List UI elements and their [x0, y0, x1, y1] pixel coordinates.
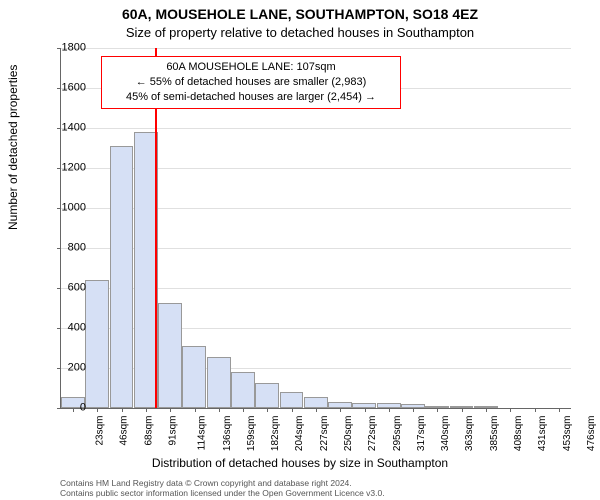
xtick-mark: [316, 408, 317, 412]
chart-container: 60A, MOUSEHOLE LANE, SOUTHAMPTON, SO18 4…: [0, 0, 600, 500]
xtick-mark: [219, 408, 220, 412]
histogram-bar: [207, 357, 231, 408]
xtick-label: 476sqm: [586, 416, 597, 452]
ytick-label: 1200: [46, 163, 86, 174]
xtick-mark: [146, 408, 147, 412]
xtick-label: 272sqm: [367, 416, 378, 452]
ytick-label: 0: [46, 403, 86, 414]
chart-subtitle: Size of property relative to detached ho…: [0, 23, 600, 40]
xtick-mark: [462, 408, 463, 412]
ytick-label: 1600: [46, 83, 86, 94]
ytick-label: 600: [46, 283, 86, 294]
histogram-bar: [85, 280, 109, 408]
xtick-mark: [437, 408, 438, 412]
ytick-label: 1400: [46, 123, 86, 134]
xtick-label: 91sqm: [168, 416, 179, 446]
xtick-label: 408sqm: [513, 416, 524, 452]
gridline: [61, 128, 571, 129]
ytick-label: 1800: [46, 43, 86, 54]
xtick-label: 363sqm: [465, 416, 476, 452]
xtick-label: 204sqm: [295, 416, 306, 452]
x-axis-label: Distribution of detached houses by size …: [0, 456, 600, 470]
xtick-mark: [365, 408, 366, 412]
xtick-label: 182sqm: [270, 416, 281, 452]
histogram-bar: [158, 303, 182, 408]
annotation-box: 60A MOUSEHOLE LANE: 107sqm ← 55% of deta…: [101, 56, 401, 109]
footer-line2: Contains public sector information licen…: [60, 488, 385, 498]
xtick-label: 317sqm: [416, 416, 427, 452]
histogram-bar: [110, 146, 134, 408]
xtick-mark: [170, 408, 171, 412]
xtick-mark: [535, 408, 536, 412]
histogram-bar: [255, 383, 279, 408]
ytick-label: 1000: [46, 203, 86, 214]
xtick-mark: [195, 408, 196, 412]
xtick-mark: [340, 408, 341, 412]
xtick-label: 453sqm: [562, 416, 573, 452]
ytick-label: 200: [46, 363, 86, 374]
y-axis-label: Number of detached properties: [6, 65, 20, 230]
ytick-label: 800: [46, 243, 86, 254]
xtick-mark: [122, 408, 123, 412]
xtick-mark: [292, 408, 293, 412]
histogram-bar: [280, 392, 304, 408]
annotation-line1: 60A MOUSEHOLE LANE: 107sqm: [108, 60, 394, 75]
xtick-label: 431sqm: [537, 416, 548, 452]
xtick-mark: [243, 408, 244, 412]
footer-attribution: Contains HM Land Registry data © Crown c…: [60, 478, 385, 498]
xtick-label: 114sqm: [197, 416, 208, 451]
xtick-mark: [413, 408, 414, 412]
annotation-line2: ← 55% of detached houses are smaller (2,…: [108, 75, 394, 90]
xtick-mark: [389, 408, 390, 412]
chart-title: 60A, MOUSEHOLE LANE, SOUTHAMPTON, SO18 4…: [0, 0, 600, 23]
footer-line1: Contains HM Land Registry data © Crown c…: [60, 478, 385, 488]
xtick-label: 159sqm: [246, 416, 257, 452]
xtick-label: 68sqm: [143, 416, 154, 446]
histogram-bar: [134, 132, 158, 408]
plot-area: 23sqm46sqm68sqm91sqm114sqm136sqm159sqm18…: [60, 48, 571, 409]
xtick-label: 136sqm: [222, 416, 233, 452]
gridline: [61, 48, 571, 49]
xtick-label: 227sqm: [319, 416, 330, 452]
xtick-label: 23sqm: [95, 416, 106, 446]
histogram-bar: [304, 397, 328, 408]
xtick-mark: [486, 408, 487, 412]
xtick-mark: [510, 408, 511, 412]
annotation-line3: 45% of semi-detached houses are larger (…: [108, 90, 394, 105]
xtick-mark: [267, 408, 268, 412]
xtick-label: 46sqm: [119, 416, 130, 446]
histogram-bar: [182, 346, 206, 408]
xtick-label: 385sqm: [489, 416, 500, 452]
xtick-label: 340sqm: [440, 416, 451, 452]
xtick-mark: [559, 408, 560, 412]
xtick-mark: [97, 408, 98, 412]
histogram-bar: [231, 372, 255, 408]
xtick-label: 250sqm: [343, 416, 354, 452]
xtick-label: 295sqm: [392, 416, 403, 452]
ytick-label: 400: [46, 323, 86, 334]
